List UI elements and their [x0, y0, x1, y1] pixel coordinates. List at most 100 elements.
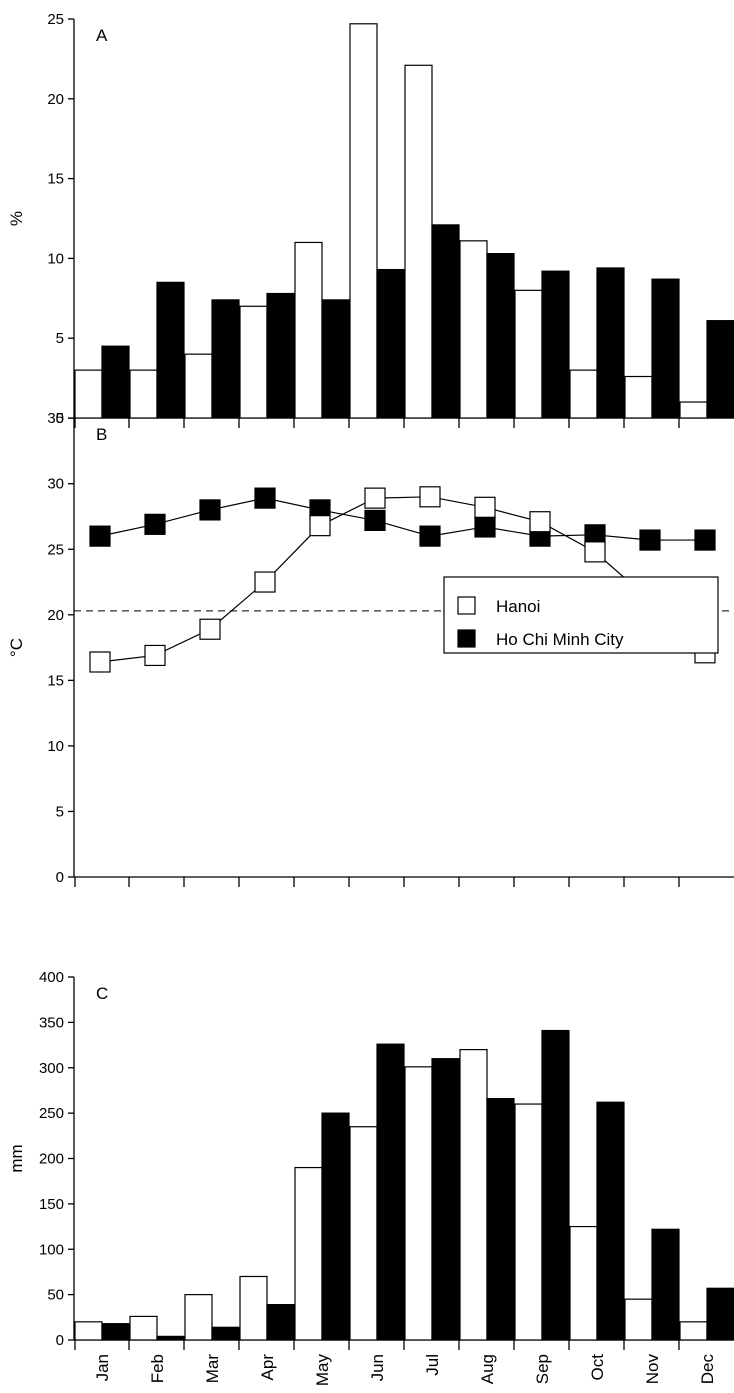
x-tick-label-oct: Oct	[588, 1354, 607, 1381]
hcmc-bar-aug	[486, 1098, 515, 1341]
y-tick-label: 20	[47, 91, 64, 108]
hanoi-bar-aug	[459, 240, 488, 419]
y-tick-label: 25	[47, 541, 64, 558]
legend-label-hanoi: Hanoi	[496, 597, 540, 616]
hanoi-bar-oct	[569, 1225, 598, 1341]
panel-a: 0 5 10 15 20 25 A%	[7, 11, 734, 428]
hcmc-bar-mar	[211, 1326, 240, 1341]
hcmc-bar-jan	[101, 345, 130, 419]
y-tick-label: 0	[56, 1332, 64, 1349]
hanoi-bar-jan	[74, 1321, 103, 1341]
y-tick-label: 300	[39, 1060, 64, 1077]
hanoi-bar-aug	[459, 1048, 488, 1341]
y-tick-label: 0	[56, 410, 64, 427]
panel-c: 0 50 100 150 200 250 300 350 400 Cmm Jan Feb Mar Apr M…	[7, 969, 734, 1386]
legend-label-hcmc: Ho Chi Minh City	[496, 630, 624, 649]
y-tick-label: 250	[39, 1105, 64, 1122]
hcmc-bar-dec	[706, 1287, 734, 1341]
y-tick-label: 400	[39, 969, 64, 986]
hcmc-point-dec	[694, 529, 716, 551]
x-tick-label-may: May	[313, 1354, 332, 1387]
y-tick-label: 15	[47, 672, 64, 689]
hanoi-bar-sep	[514, 1103, 543, 1341]
hanoi-bar-may	[294, 1166, 323, 1341]
legend-box	[443, 576, 719, 654]
hanoi-point-jun	[364, 487, 386, 509]
hanoi-point-oct	[584, 541, 606, 563]
hanoi-bar-dec	[679, 1321, 708, 1341]
y-tick-label: 30	[47, 476, 64, 493]
x-tick-label-jan: Jan	[93, 1354, 112, 1381]
hcmc-bar-mar	[211, 299, 240, 419]
hcmc-bar-feb	[156, 281, 185, 419]
hanoi-bar-jul	[404, 64, 433, 419]
hanoi-bar-nov	[624, 375, 653, 419]
y-tick-label: 150	[39, 1196, 64, 1213]
y-tick-label: 0	[56, 869, 64, 886]
hcmc-bar-jul	[431, 224, 460, 419]
hanoi-bar-apr	[239, 1275, 268, 1341]
hcmc-point-jul	[419, 525, 441, 547]
hcmc-bar-apr	[266, 1304, 295, 1341]
x-tick-label-jun: Jun	[368, 1354, 387, 1381]
hanoi-bar-jun	[349, 1126, 378, 1341]
hanoi-bar-sep	[514, 289, 543, 419]
hcmc-point-jan	[89, 525, 111, 547]
y-tick-label: 200	[39, 1151, 64, 1168]
x-tick-label-apr: Apr	[258, 1354, 277, 1381]
hanoi-bar-feb	[129, 369, 158, 419]
hanoi-bar-mar	[184, 1294, 213, 1341]
hcmc-bar-apr	[266, 292, 295, 419]
hcmc-bar-oct	[596, 1101, 625, 1341]
x-tick-label-sep: Sep	[533, 1354, 552, 1384]
hanoi-bar-jun	[349, 23, 378, 419]
hcmc-bar-may	[321, 1112, 350, 1341]
hanoi-bar-may	[294, 241, 323, 419]
hcmc-point-apr	[254, 487, 276, 509]
y-tick-label: 10	[47, 738, 64, 755]
hcmc-point-aug	[474, 516, 496, 538]
hanoi-bar-jan	[74, 369, 103, 419]
hcmc-point-feb	[144, 513, 166, 535]
hcmc-bar-sep	[541, 270, 570, 419]
panel-b: 0 5 10 15 20 25 30 35 B °C Hanoi Ho Chi Minh City	[7, 410, 734, 887]
legend-swatch-hcmc	[457, 629, 476, 648]
hcmc-point-jun	[364, 509, 386, 532]
hanoi-point-mar	[199, 618, 221, 640]
y-tick-label: 350	[39, 1014, 64, 1031]
hanoi-point-aug	[474, 496, 496, 518]
x-tick-label-aug: Aug	[478, 1354, 497, 1384]
x-tick-label-feb: Feb	[148, 1354, 167, 1383]
hanoi-bar-nov	[624, 1298, 653, 1341]
y-tick-label: 15	[47, 171, 64, 188]
hanoi-bar-mar	[184, 353, 213, 419]
hanoi-bar-jul	[404, 1066, 433, 1341]
hanoi-point-may	[309, 515, 331, 537]
y-tick-label: 50	[47, 1287, 64, 1304]
legend: Hanoi Ho Chi Minh City	[443, 576, 719, 654]
hcmc-bar-aug	[486, 253, 515, 419]
panel-label: B	[96, 425, 107, 444]
hanoi-bar-apr	[239, 305, 268, 419]
y-tick-label: 20	[47, 607, 64, 624]
hcmc-point-mar	[199, 499, 221, 521]
hcmc-bar-jun	[376, 1043, 405, 1341]
y-tick-label: 25	[47, 11, 64, 28]
hcmc-point-nov	[639, 529, 661, 551]
hcmc-bar-jun	[376, 268, 405, 419]
hanoi-bar-oct	[569, 369, 598, 419]
y-axis-label: mm	[7, 1144, 26, 1172]
y-axis-label: %	[7, 211, 26, 226]
hanoi-point-apr	[254, 571, 276, 593]
hanoi-point-jul	[419, 486, 441, 508]
hanoi-point-jan	[89, 651, 111, 673]
x-tick-label-dec: Dec	[698, 1354, 717, 1385]
y-tick-label: 100	[39, 1241, 64, 1258]
hcmc-bar-jan	[101, 1323, 130, 1341]
hcmc-line	[99, 497, 705, 541]
y-tick-label: 5	[56, 330, 64, 347]
hanoi-point-feb	[144, 644, 166, 667]
hanoi-bar-dec	[679, 401, 708, 419]
hcmc-bar-nov	[651, 1228, 680, 1341]
